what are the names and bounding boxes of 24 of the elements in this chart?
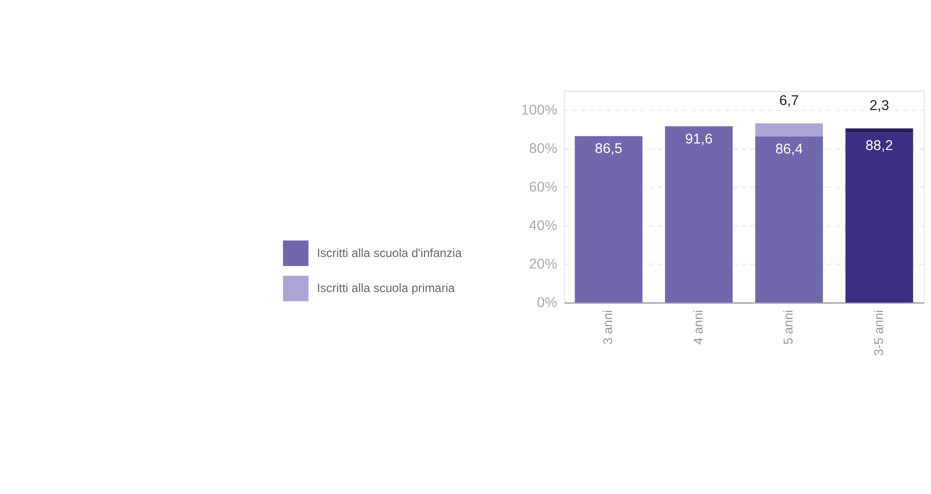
bar bbox=[845, 128, 914, 133]
x-tick-label: 3-5 anni bbox=[872, 310, 886, 356]
legend-label: Iscritti alla scuola primaria bbox=[316, 281, 456, 296]
bar bbox=[755, 136, 823, 303]
bar bbox=[665, 126, 733, 303]
legend-label: Iscritti alla scuola d'infanzia bbox=[316, 246, 462, 260]
data-label: 91,6 bbox=[685, 130, 713, 146]
data-label: 6,7 bbox=[779, 92, 800, 108]
bar bbox=[845, 132, 914, 303]
y-tick-label: 0% bbox=[536, 294, 558, 310]
y-tick-label: 20% bbox=[529, 256, 558, 272]
data-label: 2,3 bbox=[869, 97, 890, 114]
y-tick-label: 60% bbox=[529, 178, 558, 195]
x-tick-label: 3 anni bbox=[601, 310, 616, 345]
data-label: 86,4 bbox=[775, 140, 803, 156]
y-tick-label: 80% bbox=[529, 140, 558, 156]
y-tick-label: 40% bbox=[529, 217, 558, 234]
y-tick-label: 100% bbox=[521, 102, 558, 118]
x-tick-label: 4 anni bbox=[691, 310, 706, 345]
x-tick-label: 5 anni bbox=[782, 310, 796, 345]
data-label: 86,5 bbox=[594, 140, 623, 156]
data-label: 88,2 bbox=[866, 136, 894, 153]
bar bbox=[755, 123, 823, 136]
bar bbox=[574, 136, 642, 303]
